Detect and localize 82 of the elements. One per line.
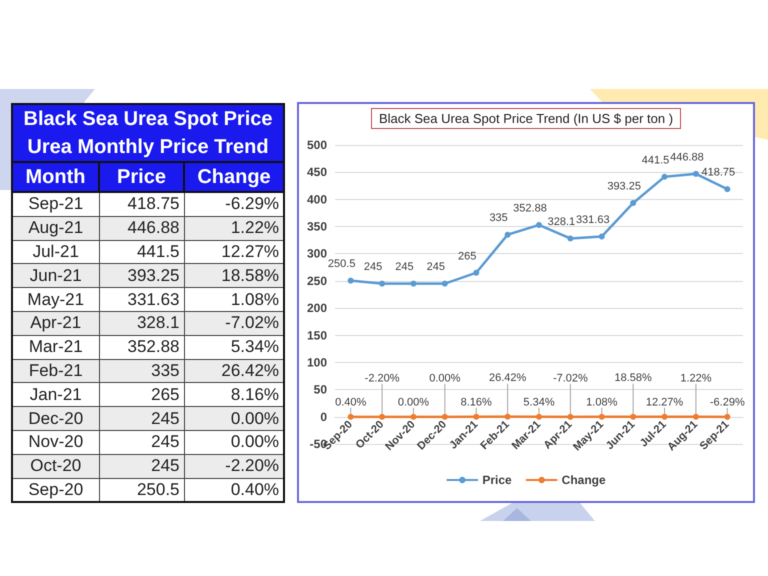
text: 245 (151, 456, 180, 476)
data-label: -7.02% (552, 372, 588, 384)
y-tick-label: 350 (306, 220, 328, 234)
text: 0.40% (230, 480, 280, 499)
y-tick-label: 0 (320, 410, 328, 424)
text: 8.16% (230, 384, 280, 404)
category-label: Apr-21 (30, 313, 82, 332)
text: 335 (151, 360, 180, 380)
data-label: 245 (395, 261, 414, 274)
data-label: 441.5 (642, 154, 670, 166)
data-label: -2.20% (364, 372, 400, 384)
text: 245 (151, 432, 180, 452)
data-label: 393.25 (607, 180, 641, 193)
text: 265 (151, 384, 180, 404)
text: 441.5 (136, 242, 180, 261)
text: 12.27% (221, 242, 280, 261)
data-label: 245 (364, 261, 382, 274)
text: -7.02% (225, 313, 280, 332)
data-label: 331.63 (576, 214, 610, 226)
data-label: 26.42% (488, 372, 526, 384)
category-label: Sep-21 (28, 194, 84, 214)
text: -6.29% (225, 194, 280, 214)
category-label: Mar-21 (28, 337, 83, 356)
category-label: May-21 (27, 290, 84, 309)
data-label: 250.5 (328, 258, 356, 270)
category-label: Aug-21 (28, 218, 84, 238)
y-tick-label: 50 (314, 382, 328, 397)
text: -2.20% (225, 456, 280, 476)
text: 0.00% (230, 432, 280, 452)
text: 446.88 (128, 218, 180, 238)
text: Urea Monthly Price Trend (12, 133, 284, 162)
data-label: 265 (458, 250, 476, 262)
legend-label: Price (482, 473, 512, 487)
text: 18.58% (221, 266, 280, 285)
legend-label: Change (562, 473, 606, 487)
y-tick-label: 400 (306, 192, 328, 206)
y-tick-label: 300 (306, 246, 328, 261)
data-label: 1.08% (586, 396, 618, 408)
category-label: Oct-20 (30, 456, 82, 476)
y-tick-label: 250 (306, 274, 328, 288)
y-tick-label: 100 (306, 355, 328, 370)
data-label: 18.58% (614, 372, 652, 384)
text: 418.75 (128, 194, 180, 214)
category-label: Jul-21 (32, 242, 79, 261)
y-tick-label: 500 (306, 138, 328, 152)
text: 26.42% (221, 360, 280, 380)
data-label: 0.40% (335, 396, 366, 408)
category-label: Sep-20 (28, 480, 84, 499)
y-tick-label: 450 (306, 165, 328, 180)
data-label: 446.88 (670, 151, 704, 164)
data-label: 352.88 (513, 202, 547, 214)
data-label: 8.16% (460, 396, 492, 408)
data-label: 12.27% (646, 396, 684, 408)
text: Change (197, 166, 271, 188)
y-tick-label: 150 (306, 328, 328, 342)
text: 352.88 (128, 337, 180, 356)
data-label: 335 (489, 212, 508, 224)
text: 1.08% (230, 290, 280, 309)
category-label: Jan-21 (30, 384, 82, 404)
category-label: Jun-21 (30, 266, 82, 285)
text: 331.63 (128, 290, 180, 309)
data-label: 0.00% (398, 396, 430, 408)
text: 328.1 (136, 313, 180, 332)
data-label: 0.00% (429, 372, 461, 384)
text: Black Sea Urea Spot Price (12, 104, 284, 133)
chart-title: Black Sea Urea Spot Price Trend (In US $ per ton ) (378, 111, 674, 126)
data-label: 245 (426, 261, 446, 274)
data-label: 1.22% (680, 372, 712, 384)
text: 393.25 (128, 266, 180, 285)
text: Price (117, 166, 166, 188)
data-label: 328.1 (548, 216, 576, 228)
text: 5.34% (230, 337, 280, 356)
y-tick-label: 200 (306, 301, 328, 316)
text: 0.00% (230, 408, 280, 428)
text: 250.5 (136, 480, 180, 499)
text: 1.22% (230, 218, 280, 238)
data-label: 5.34% (523, 396, 555, 408)
data-label: -6.29% (710, 396, 745, 408)
text: 245 (151, 408, 180, 428)
category-label: Feb-21 (28, 360, 83, 380)
data-label: 418.75 (701, 166, 736, 179)
text: Month (12, 162, 99, 192)
